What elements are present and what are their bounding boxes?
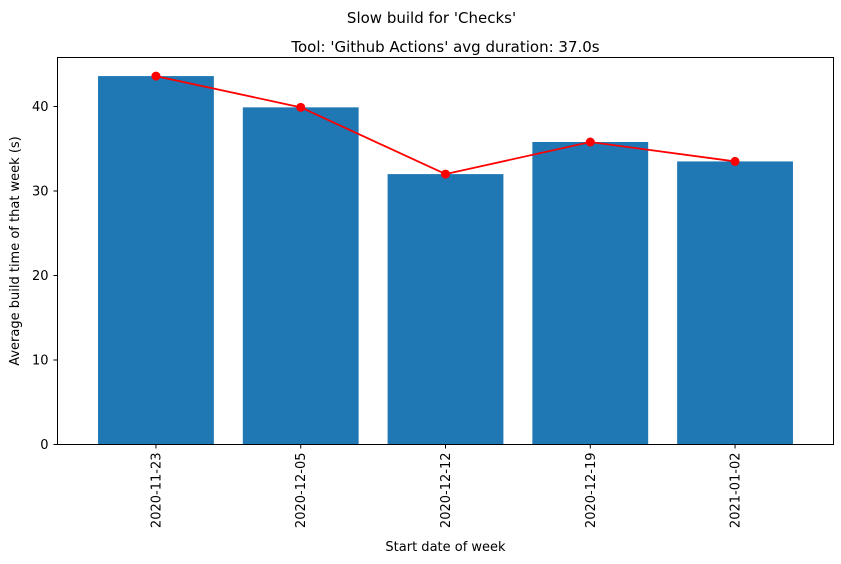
bar-series [98,76,793,445]
bar-2020-11-23 [98,76,214,445]
y-axis-label: Average build time of that week (s) [8,136,23,366]
chart-title: Tool: 'Github Actions' avg duration: 37.… [290,38,599,56]
y-tick-label: 0 [40,438,48,453]
bar-2021-01-02 [677,161,793,445]
line-point-2020-12-19 [585,137,595,147]
x-tick-label: 2021-01-02 [729,453,744,529]
line-point-2020-11-23 [151,71,161,81]
plot-frame [57,57,834,445]
y-tick-label: 20 [32,269,49,284]
bar-2020-12-19 [532,141,649,445]
x-axis-label: Start date of week [385,540,506,555]
y-tick-label: 40 [32,100,49,115]
chart-suptitle: Slow build for 'Checks' [347,9,516,27]
y-tick-label: 10 [32,354,49,369]
line-point-2020-12-12 [441,169,450,179]
x-tick-label: 2020-12-05 [294,453,309,529]
bar-2020-12-12 [387,174,504,445]
x-axis: 2020-11-23 2020-12-05 2020-12-12 2020-12-19… [149,444,744,529]
line-series [151,71,740,179]
bar-2020-12-05 [242,107,359,445]
y-axis: 0 10 20 30 40 [32,100,58,453]
x-tick-label: 2020-12-19 [584,453,599,529]
y-tick-label: 30 [32,185,49,200]
line-point-2020-12-05 [296,102,306,112]
x-tick-label: 2020-11-23 [149,453,164,529]
line-point-2021-01-02 [730,156,740,166]
x-tick-label: 2020-12-12 [439,453,454,529]
